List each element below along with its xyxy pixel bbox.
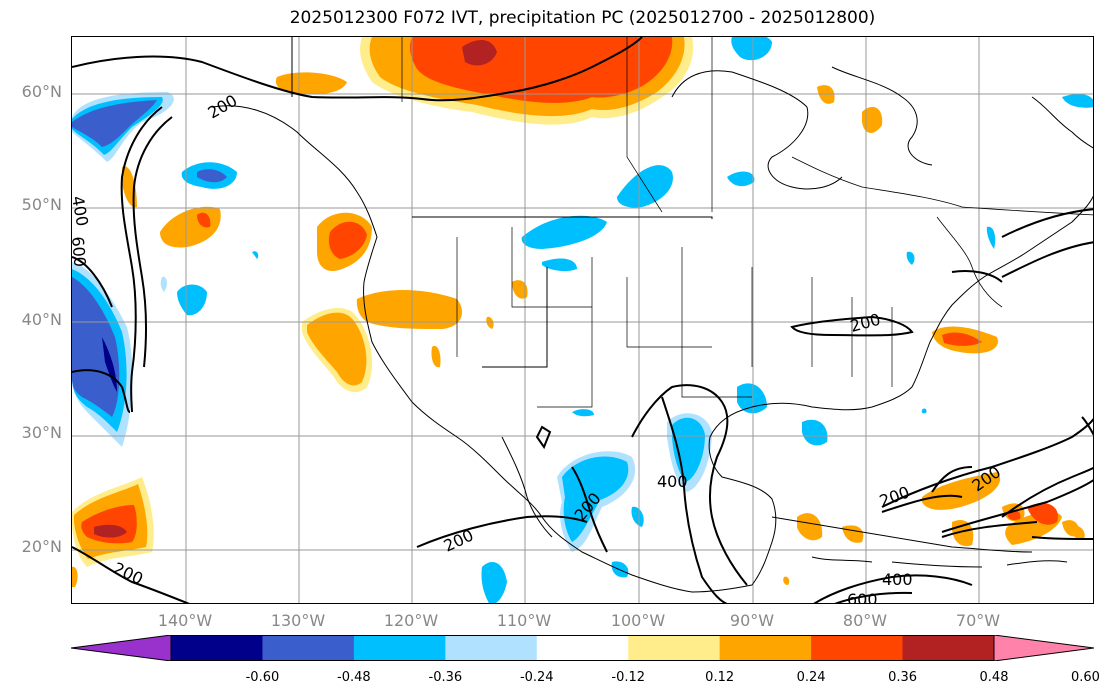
contour-label: 200 bbox=[205, 91, 241, 123]
contour-label: 200 bbox=[110, 558, 146, 588]
map-svg: 200 400 600 200 200 400 200 200 400 600 … bbox=[72, 37, 1093, 604]
lon-label-90w: 90°W bbox=[729, 611, 775, 630]
map-panel: 200 400 600 200 200 400 200 200 400 600 … bbox=[71, 36, 1094, 604]
lat-label-50n: 50°N bbox=[21, 195, 62, 214]
colorbar-tick-label: 0.24 bbox=[796, 670, 826, 685]
graticule bbox=[72, 37, 1093, 603]
contour-label: 600 bbox=[847, 590, 878, 604]
contour-label: 200 bbox=[877, 482, 912, 510]
lon-label-120w: 120°W bbox=[383, 611, 439, 630]
contour-label: 200 bbox=[441, 525, 477, 555]
lon-label-70w: 70°W bbox=[955, 611, 1001, 630]
colorbar bbox=[71, 635, 1094, 661]
colorbar-cell bbox=[536, 635, 629, 661]
contour-label: 400 bbox=[657, 472, 688, 491]
lon-label-130w: 130°W bbox=[270, 611, 326, 630]
lat-label-20n: 20°N bbox=[21, 537, 62, 556]
colorbar-cell bbox=[628, 635, 721, 661]
contour-label: 600 bbox=[72, 236, 90, 268]
colorbar-cell bbox=[811, 635, 904, 661]
pc-shading bbox=[72, 37, 1093, 603]
colorbar-extend-low bbox=[71, 635, 172, 661]
colorbar-cells bbox=[71, 635, 1094, 661]
colorbar-tick-label: 0.48 bbox=[979, 670, 1009, 685]
colorbar-tick-label: -0.12 bbox=[611, 670, 646, 685]
lat-label-30n: 30°N bbox=[21, 423, 62, 442]
colorbar-cell bbox=[902, 635, 995, 661]
lon-label-110w: 110°W bbox=[496, 611, 552, 630]
figure-title: 2025012300 F072 IVT, precipitation PC (2… bbox=[289, 8, 876, 28]
colorbar-extend-high bbox=[993, 635, 1094, 661]
colorbar-tick-label: 0.12 bbox=[705, 670, 735, 685]
colorbar-cell bbox=[719, 635, 812, 661]
colorbar-frame bbox=[170, 635, 995, 661]
colorbar-tick-label: -0.48 bbox=[337, 670, 371, 685]
colorbar-tick-label: 0.60 bbox=[1070, 670, 1100, 685]
colorbar-cell bbox=[445, 635, 538, 661]
pc-region-canada-1 bbox=[617, 165, 673, 208]
ivt-contours bbox=[72, 37, 1093, 603]
colorbar-cell bbox=[353, 635, 446, 661]
contour-label: 400 bbox=[882, 570, 913, 589]
colorbar-tick-label: -0.36 bbox=[428, 670, 463, 685]
coastlines bbox=[211, 37, 1093, 593]
colorbar-tick-label: -0.24 bbox=[519, 670, 554, 685]
colorbar-cell bbox=[262, 635, 355, 661]
lon-label-80w: 80°W bbox=[842, 611, 888, 630]
colorbar-tick-label: 0.36 bbox=[888, 670, 918, 685]
lat-label-40n: 40°N bbox=[21, 310, 62, 329]
colorbar-cell bbox=[171, 635, 263, 661]
contour-label: 200 bbox=[848, 310, 882, 336]
lat-label-60n: 60°N bbox=[21, 82, 62, 101]
lon-label-140w: 140°W bbox=[157, 611, 213, 630]
colorbar-tick-label: -0.60 bbox=[245, 670, 280, 685]
lon-label-100w: 100°W bbox=[610, 611, 666, 630]
contour-label: 400 bbox=[72, 194, 92, 227]
